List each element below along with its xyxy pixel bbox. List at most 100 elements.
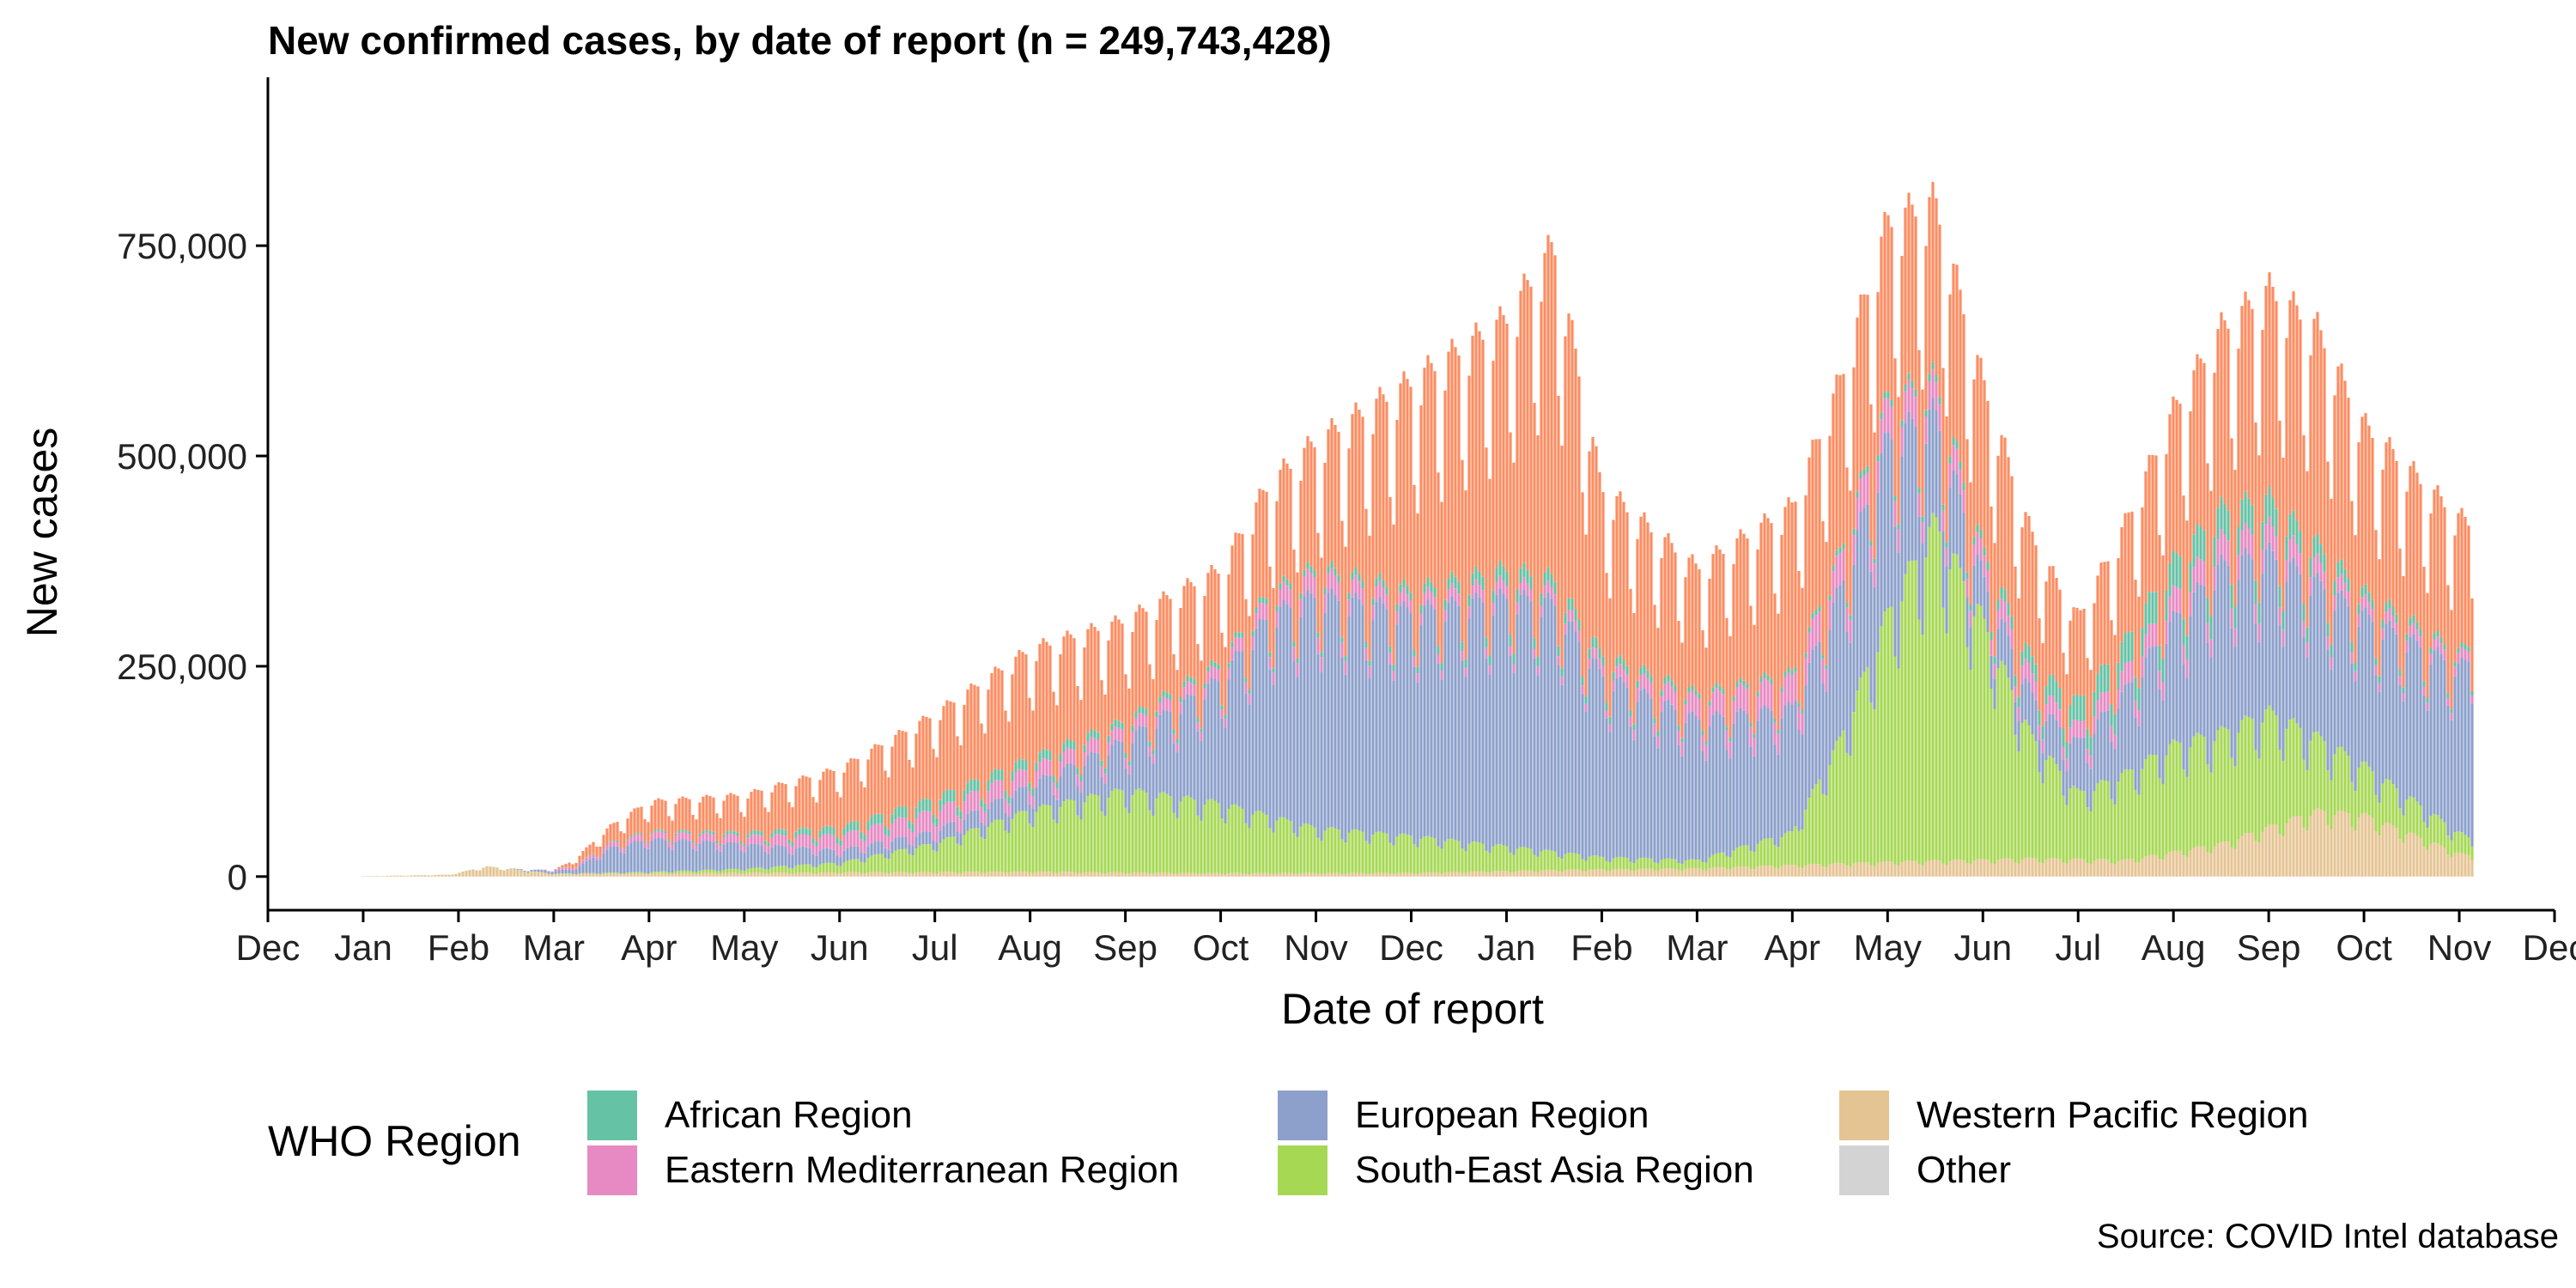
bar-south-east-asia-region-207 <box>976 828 980 872</box>
bar-western-pacific-region-126 <box>698 872 702 877</box>
bar-americas-region-205 <box>969 683 973 780</box>
bar-south-east-asia-region-158 <box>808 864 811 873</box>
bar-americas-region-338 <box>1426 355 1430 578</box>
bar-south-east-asia-region-567 <box>2213 741 2216 847</box>
bar-western-pacific-region-519 <box>2048 858 2051 877</box>
bar-european-region-348 <box>1461 660 1464 849</box>
bar-eastern-mediterranean-region-302 <box>1303 576 1306 597</box>
bar-western-pacific-region-402 <box>1646 868 1649 877</box>
legend-title: WHO Region <box>268 1117 521 1165</box>
bar-eastern-mediterranean-region-207 <box>976 791 980 811</box>
bar-western-pacific-region-201 <box>956 872 959 877</box>
bar-western-pacific-region-86 <box>561 873 564 877</box>
bar-african-region-476 <box>1900 420 1904 427</box>
bar-americas-region-224 <box>1035 661 1038 762</box>
bar-south-east-asia-region-524 <box>2065 805 2069 864</box>
bar-south-east-asia-region-489 <box>1945 633 1948 865</box>
bar-americas-region-525 <box>2069 620 2072 706</box>
bar-western-pacific-region-232 <box>1062 872 1066 877</box>
bar-western-pacific-region-622 <box>2402 842 2405 877</box>
bar-americas-region-380 <box>1571 319 1574 598</box>
bar-eastern-mediterranean-region-578 <box>2251 534 2254 560</box>
bar-western-pacific-region-485 <box>1931 860 1935 877</box>
bar-african-region-439 <box>1773 719 1777 723</box>
bar-western-pacific-region-101 <box>612 873 616 877</box>
bar-eastern-mediterranean-region-389 <box>1601 665 1605 677</box>
bar-european-region-352 <box>1474 592 1478 841</box>
bar-americas-region-597 <box>2316 312 2319 534</box>
bar-african-region-493 <box>1959 462 1962 471</box>
bar-americas-region-251 <box>1127 688 1131 762</box>
bar-south-east-asia-region-171 <box>853 859 856 872</box>
bar-european-region-133 <box>722 844 726 870</box>
bar-african-region-441 <box>1780 687 1783 692</box>
bar-african-region-211 <box>990 772 993 784</box>
bar-african-region-565 <box>2206 598 2209 623</box>
bar-americas-region-591 <box>2295 305 2299 521</box>
bar-western-pacific-region-266 <box>1179 872 1182 877</box>
bar-western-pacific-region-605 <box>2343 811 2347 877</box>
bar-americas-region-254 <box>1138 605 1141 707</box>
bar-western-pacific-region-375 <box>1553 870 1557 877</box>
bar-americas-region-250 <box>1124 674 1127 753</box>
bar-african-region-315 <box>1347 592 1351 600</box>
bar-eastern-mediterranean-region-500 <box>1983 556 1986 577</box>
bar-western-pacific-region-157 <box>805 872 808 877</box>
bar-western-pacific-region-560 <box>2189 850 2192 877</box>
bar-western-pacific-region-293 <box>1272 873 1275 877</box>
bar-european-region-158 <box>808 848 811 865</box>
bar-western-pacific-region-208 <box>980 872 983 877</box>
bar-americas-region-294 <box>1275 501 1279 606</box>
bar-african-region-497 <box>1972 537 1976 545</box>
bar-african-region-416 <box>1694 690 1698 696</box>
bar-south-east-asia-region-582 <box>2264 709 2268 828</box>
bar-eastern-mediterranean-region-266 <box>1179 702 1182 714</box>
bar-south-east-asia-region-639 <box>2460 832 2464 854</box>
bar-americas-region-181 <box>887 777 890 829</box>
bar-western-pacific-region-409 <box>1670 868 1674 877</box>
bar-americas-region-179 <box>880 745 884 815</box>
bar-western-pacific-region-215 <box>1004 872 1007 877</box>
bar-south-east-asia-region-103 <box>619 873 623 874</box>
bar-african-region-568 <box>2216 507 2220 540</box>
bar-african-region-185 <box>901 806 904 818</box>
bar-south-east-asia-region-363 <box>1512 854 1516 872</box>
bar-african-region-99 <box>605 844 609 846</box>
bar-western-pacific-region-219 <box>1018 871 1021 877</box>
bar-americas-region-175 <box>866 759 870 822</box>
bar-african-region-470 <box>1880 412 1883 420</box>
bar-european-region-188 <box>911 846 914 856</box>
bar-western-pacific-region-178 <box>877 872 880 877</box>
bar-western-pacific-region-548 <box>2148 854 2151 877</box>
bar-european-region-374 <box>1550 598 1553 851</box>
bar-eastern-mediterranean-region-93 <box>585 857 588 861</box>
bar-european-region-350 <box>1467 618 1471 844</box>
bar-african-region-274 <box>1206 666 1210 672</box>
bar-european-region-153 <box>791 854 794 869</box>
bar-western-pacific-region-83 <box>550 874 554 877</box>
bar-eastern-mediterranean-region-137 <box>736 835 739 844</box>
bar-south-east-asia-region-120 <box>677 871 681 873</box>
bar-americas-region-502 <box>1990 506 1993 632</box>
bar-western-pacific-region-165 <box>832 872 835 877</box>
bar-african-region-238 <box>1083 744 1086 753</box>
bar-european-region-398 <box>1632 739 1636 863</box>
bar-americas-region-463 <box>1856 317 1859 492</box>
bar-americas-region-374 <box>1550 242 1553 574</box>
bar-african-region-123 <box>688 831 691 835</box>
bar-eastern-mediterranean-region-558 <box>2182 644 2185 665</box>
bar-south-east-asia-region-188 <box>911 855 914 873</box>
bar-european-region-114 <box>657 838 660 872</box>
bar-eastern-mediterranean-region-261 <box>1162 696 1165 710</box>
bar-americas-region-457 <box>1835 374 1838 550</box>
bar-western-pacific-region-149 <box>777 872 781 877</box>
bar-americas-region-449 <box>1807 457 1811 628</box>
bar-european-region-304 <box>1309 593 1313 826</box>
bar-eastern-mediterranean-region-379 <box>1567 610 1571 622</box>
bar-western-pacific-region-40 <box>403 875 406 877</box>
bar-americas-region-216 <box>1007 721 1011 797</box>
bar-south-east-asia-region-302 <box>1303 823 1306 873</box>
bar-eastern-mediterranean-region-635 <box>2446 697 2450 706</box>
bar-european-region-620 <box>2395 634 2398 789</box>
bar-south-east-asia-region-259 <box>1155 798 1158 873</box>
